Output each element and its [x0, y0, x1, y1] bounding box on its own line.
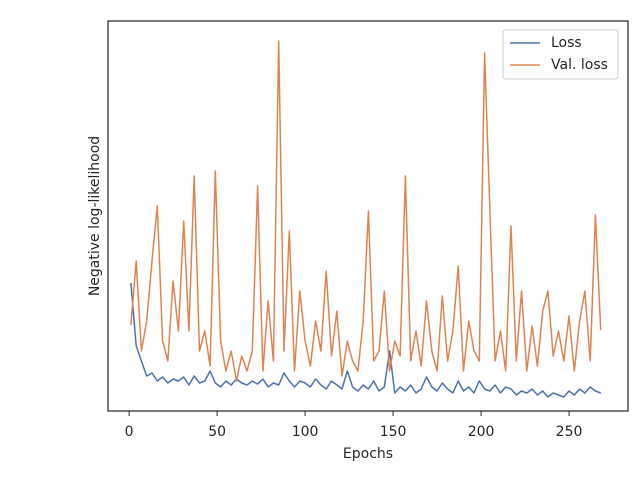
- x-tick-label: 250: [556, 424, 583, 440]
- axes-frame: [107, 20, 629, 412]
- x-tick-label: 50: [208, 424, 226, 440]
- line-series: [130, 40, 602, 382]
- legend-label: Val. loss: [551, 57, 608, 73]
- line-series: [130, 282, 601, 398]
- x-axis-label: Epochs: [343, 446, 393, 462]
- x-tick-label: 200: [468, 424, 495, 440]
- x-tick-label: 0: [125, 424, 134, 440]
- y-axis-label: Negative log-likelihood: [87, 136, 103, 296]
- x-tick-label: 150: [380, 424, 407, 440]
- legend-label: Loss: [551, 35, 582, 51]
- x-tick-label: 100: [292, 424, 319, 440]
